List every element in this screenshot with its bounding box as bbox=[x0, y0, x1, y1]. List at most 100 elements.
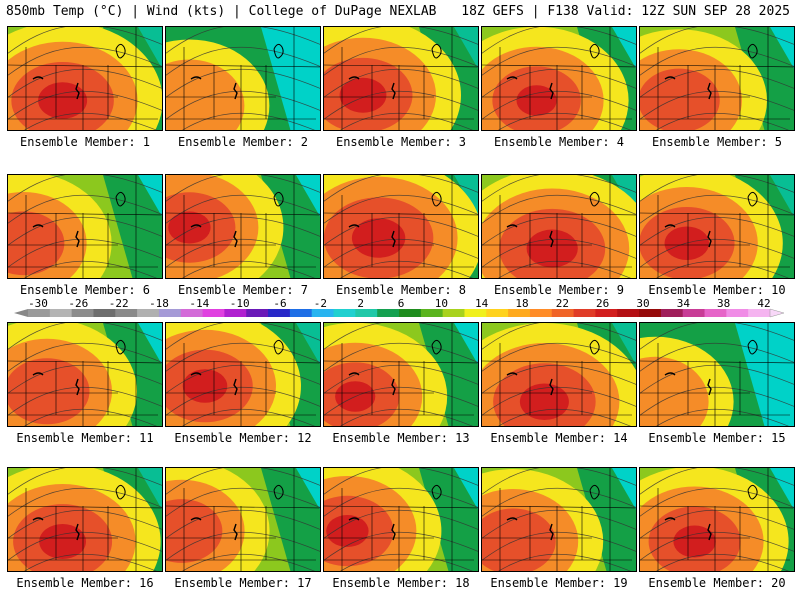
colorbar-tick-label: 2 bbox=[357, 297, 364, 310]
temperature-field bbox=[8, 27, 162, 130]
colorbar-cell bbox=[639, 309, 662, 317]
member-label-8: Ensemble Member: 8 bbox=[335, 283, 467, 297]
member-label-12: Ensemble Member: 12 bbox=[174, 431, 312, 445]
colorbar-cell bbox=[28, 309, 51, 317]
colorbar-tick-label: 22 bbox=[555, 297, 569, 310]
temperature-field bbox=[482, 27, 636, 130]
temperature-field bbox=[8, 323, 162, 426]
colorbar-cell bbox=[115, 309, 138, 317]
member-label-15: Ensemble Member: 15 bbox=[648, 431, 786, 445]
colorbar-cell bbox=[333, 309, 356, 317]
colorbar-tick-label: 6 bbox=[397, 297, 405, 310]
temperature-field bbox=[166, 323, 320, 426]
temperature-field bbox=[166, 468, 320, 571]
header-valid-time: 18Z GEFS | F138 Valid: 12Z SUN SEP 28 20… bbox=[461, 4, 790, 19]
temperature-field bbox=[640, 27, 794, 130]
colorbar-tick-label: -14 bbox=[189, 297, 210, 310]
temperature-field bbox=[482, 175, 636, 278]
colorbar-cell bbox=[595, 309, 618, 317]
colorbar-cell bbox=[158, 309, 182, 317]
member-label-9: Ensemble Member: 9 bbox=[493, 283, 625, 297]
member-map-9 bbox=[481, 174, 637, 279]
colorbar-tick-label: -10 bbox=[229, 297, 250, 310]
member-map-16 bbox=[7, 467, 163, 572]
colorbar-cell bbox=[399, 309, 422, 317]
member-map-5 bbox=[639, 26, 795, 131]
member-map-1 bbox=[7, 26, 163, 131]
member-map-10 bbox=[639, 174, 795, 279]
colorbar-tick-label: 26 bbox=[596, 297, 610, 310]
colorbar-cell bbox=[355, 309, 378, 317]
member-label-4: Ensemble Member: 4 bbox=[493, 135, 625, 149]
colorbar-tick-label: 14 bbox=[475, 297, 489, 310]
colorbar-cell bbox=[529, 309, 553, 317]
temperature-field bbox=[482, 468, 636, 571]
member-map-19 bbox=[481, 467, 637, 572]
member-label-16: Ensemble Member: 16 bbox=[16, 576, 154, 590]
member-map-3 bbox=[323, 26, 479, 131]
colorbar-tick-label: -6 bbox=[273, 297, 287, 310]
member-label-19: Ensemble Member: 19 bbox=[490, 576, 628, 590]
temperature-field bbox=[640, 323, 794, 426]
member-label-10: Ensemble Member: 10 bbox=[648, 283, 786, 297]
member-label-2: Ensemble Member: 2 bbox=[177, 135, 309, 149]
temperature-field bbox=[324, 323, 478, 426]
colorbar-tick-label: 30 bbox=[636, 297, 650, 310]
member-label-5: Ensemble Member: 5 bbox=[651, 135, 783, 149]
colorbar-cell bbox=[704, 309, 727, 317]
colorbar-tick-label: 18 bbox=[515, 297, 529, 310]
colorbar-cell bbox=[268, 309, 291, 317]
temperature-field bbox=[640, 468, 794, 571]
colorbar-cell bbox=[682, 309, 706, 317]
colorbar-cell bbox=[573, 309, 596, 317]
member-map-13 bbox=[323, 322, 479, 427]
colorbar-left-arrow bbox=[14, 309, 28, 317]
colorbar-cell bbox=[442, 309, 465, 317]
colorbar-cell bbox=[464, 309, 487, 317]
colorbar-tick-label: -18 bbox=[149, 297, 169, 310]
member-map-7 bbox=[165, 174, 321, 279]
colorbar-cell bbox=[289, 309, 313, 317]
colorbar-cell bbox=[93, 309, 116, 317]
member-label-14: Ensemble Member: 14 bbox=[490, 431, 628, 445]
colorbar-cell bbox=[660, 309, 684, 317]
colorbar-tick-label: -2 bbox=[313, 297, 327, 310]
member-label-18: Ensemble Member: 18 bbox=[332, 576, 470, 590]
colorbar-cell bbox=[49, 309, 73, 317]
member-label-17: Ensemble Member: 17 bbox=[174, 576, 312, 590]
colorbar-tick-label: -26 bbox=[68, 297, 89, 310]
member-map-15 bbox=[639, 322, 795, 427]
member-map-4 bbox=[481, 26, 637, 131]
colorbar-tick-label: -30 bbox=[28, 297, 48, 310]
member-label-11: Ensemble Member: 11 bbox=[16, 431, 154, 445]
temperature-field bbox=[166, 175, 320, 278]
member-label-6: Ensemble Member: 6 bbox=[19, 283, 151, 297]
temperature-field bbox=[8, 175, 162, 278]
colorbar-right-arrow bbox=[769, 308, 785, 318]
colorbar-cell bbox=[224, 309, 247, 317]
colorbar-cell bbox=[180, 309, 204, 317]
colorbar-cell bbox=[311, 309, 335, 317]
colorbar-cell bbox=[748, 309, 771, 317]
colorbar-cell bbox=[551, 309, 575, 317]
member-label-3: Ensemble Member: 3 bbox=[335, 135, 467, 149]
colorbar-cell bbox=[420, 309, 444, 317]
colorbar-cell bbox=[726, 309, 749, 317]
colorbar-tick-label: -22 bbox=[108, 297, 129, 310]
colorbar-cell bbox=[377, 309, 400, 317]
colorbar-cell bbox=[617, 309, 640, 317]
header-title: 850mb Temp (°C) | Wind (kts) | College o… bbox=[6, 4, 437, 19]
member-map-12 bbox=[165, 322, 321, 427]
colorbar-cell bbox=[137, 309, 160, 317]
member-map-14 bbox=[481, 322, 637, 427]
member-label-1: Ensemble Member: 1 bbox=[19, 135, 151, 149]
temperature-field bbox=[166, 27, 320, 130]
colorbar-cell bbox=[202, 309, 225, 317]
colorbar-tick-label: 38 bbox=[717, 297, 731, 310]
member-label-20: Ensemble Member: 20 bbox=[648, 576, 786, 590]
member-label-13: Ensemble Member: 13 bbox=[332, 431, 470, 445]
temperature-field bbox=[640, 175, 794, 278]
colorbar bbox=[14, 308, 785, 318]
member-label-7: Ensemble Member: 7 bbox=[177, 283, 309, 297]
member-map-8 bbox=[323, 174, 479, 279]
